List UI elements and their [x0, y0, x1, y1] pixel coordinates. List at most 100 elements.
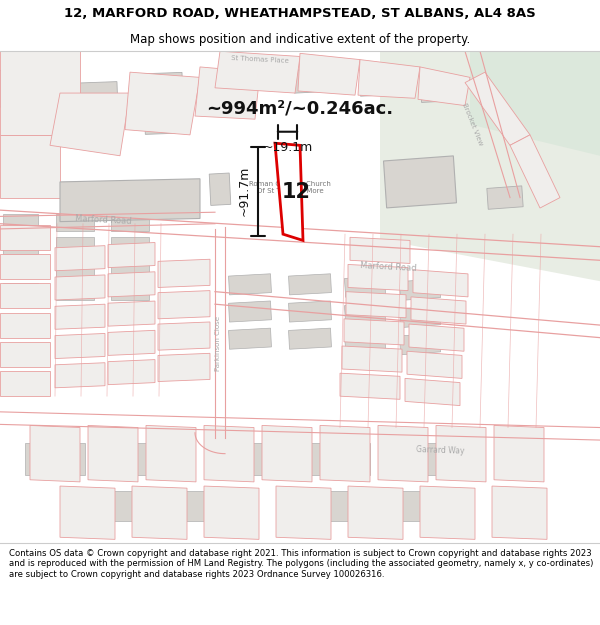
Polygon shape: [108, 301, 155, 326]
Polygon shape: [436, 426, 486, 482]
Text: ~19.1m: ~19.1m: [262, 141, 313, 154]
Polygon shape: [0, 254, 50, 279]
Bar: [120, 443, 180, 474]
Polygon shape: [340, 373, 400, 399]
Polygon shape: [420, 486, 475, 539]
Bar: [400, 306, 440, 328]
Polygon shape: [298, 53, 360, 95]
Polygon shape: [350, 238, 410, 263]
Bar: [229, 301, 271, 322]
Bar: [2, 238, 37, 254]
Polygon shape: [276, 486, 331, 539]
Polygon shape: [342, 346, 402, 372]
Text: Map shows position and indicative extent of the property.: Map shows position and indicative extent…: [130, 34, 470, 46]
Text: St Thomas Place: St Thomas Place: [231, 55, 289, 64]
Bar: [310, 443, 370, 474]
Bar: [229, 274, 271, 295]
Polygon shape: [409, 324, 464, 351]
Bar: [487, 186, 523, 209]
Bar: [344, 302, 386, 324]
Polygon shape: [0, 312, 50, 338]
Bar: [383, 156, 457, 208]
Bar: [405, 443, 465, 474]
Polygon shape: [346, 292, 406, 318]
Polygon shape: [0, 283, 50, 308]
Polygon shape: [405, 378, 460, 406]
Polygon shape: [204, 426, 254, 482]
Polygon shape: [510, 135, 560, 208]
Polygon shape: [411, 297, 466, 324]
Text: Contains OS data © Crown copyright and database right 2021. This information is : Contains OS data © Crown copyright and d…: [9, 549, 593, 579]
Bar: [400, 333, 440, 355]
Bar: [62, 82, 118, 115]
Polygon shape: [50, 93, 130, 156]
Polygon shape: [30, 426, 80, 482]
Bar: [111, 214, 149, 231]
Polygon shape: [132, 486, 187, 539]
Bar: [289, 301, 331, 322]
Polygon shape: [55, 334, 105, 359]
Polygon shape: [320, 426, 370, 482]
Polygon shape: [275, 143, 303, 241]
Text: Garrard Way: Garrard Way: [416, 445, 464, 456]
Text: Marford Road: Marford Road: [75, 214, 132, 226]
Bar: [215, 443, 275, 474]
Polygon shape: [55, 275, 105, 300]
Polygon shape: [0, 225, 50, 250]
Polygon shape: [380, 51, 600, 281]
Bar: [287, 491, 353, 521]
Bar: [289, 328, 331, 349]
Bar: [344, 276, 386, 298]
Text: Parkinson Close: Parkinson Close: [215, 316, 221, 371]
Bar: [2, 283, 37, 300]
Text: 12: 12: [281, 182, 311, 203]
Bar: [220, 65, 260, 90]
Polygon shape: [158, 259, 210, 288]
Bar: [56, 260, 94, 277]
Polygon shape: [413, 270, 468, 297]
Polygon shape: [494, 426, 544, 482]
Polygon shape: [0, 135, 60, 198]
Bar: [293, 68, 337, 93]
Polygon shape: [88, 426, 138, 482]
Polygon shape: [108, 331, 155, 356]
Polygon shape: [492, 486, 547, 539]
Text: ~91.7m: ~91.7m: [238, 166, 251, 216]
Bar: [5, 124, 46, 146]
Polygon shape: [55, 246, 105, 271]
Polygon shape: [470, 51, 600, 156]
Polygon shape: [418, 67, 470, 106]
Polygon shape: [158, 353, 210, 381]
Polygon shape: [125, 72, 200, 135]
Bar: [398, 491, 463, 521]
Polygon shape: [60, 179, 200, 222]
Bar: [359, 73, 400, 96]
Polygon shape: [108, 359, 155, 384]
Bar: [56, 214, 94, 231]
Text: Brocket View: Brocket View: [461, 102, 483, 147]
Bar: [67, 491, 133, 521]
Text: Marford Road: Marford Road: [360, 261, 417, 272]
Polygon shape: [158, 322, 210, 350]
Bar: [25, 443, 85, 474]
Bar: [56, 238, 94, 254]
Polygon shape: [358, 59, 420, 98]
Bar: [145, 114, 175, 134]
Polygon shape: [108, 272, 155, 297]
Polygon shape: [344, 319, 404, 345]
Polygon shape: [465, 72, 530, 146]
Text: Roman Catholic Church
Of St Thomas More: Roman Catholic Church Of St Thomas More: [249, 181, 331, 194]
Polygon shape: [55, 362, 105, 388]
Polygon shape: [215, 51, 300, 93]
Polygon shape: [0, 371, 50, 396]
Polygon shape: [204, 486, 259, 539]
Bar: [111, 238, 149, 254]
Text: ~994m²/~0.246ac.: ~994m²/~0.246ac.: [206, 100, 394, 118]
Polygon shape: [158, 291, 210, 319]
Polygon shape: [0, 342, 50, 367]
Bar: [421, 79, 460, 102]
Bar: [2, 214, 37, 231]
Bar: [111, 283, 149, 300]
Bar: [56, 283, 94, 300]
Bar: [2, 260, 37, 277]
